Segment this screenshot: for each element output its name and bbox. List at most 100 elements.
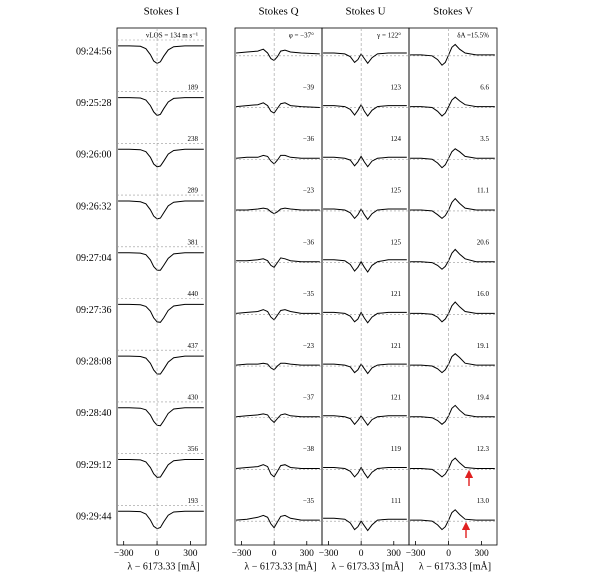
annotation: −35 [303,497,314,505]
x-tick-label: 0 [359,549,364,559]
annotation: 121 [391,342,402,350]
profile-line [323,103,407,117]
annotation: 6.6 [480,83,489,91]
time-label: 09:27:36 [76,305,112,316]
profile-line [118,355,204,375]
x-tick-label: 0 [155,549,160,559]
annotation: 111 [391,497,401,505]
x-tick-label: 0 [446,549,451,559]
annotation: δA =15.5% [457,32,489,40]
profile-line [323,363,407,375]
annotation: 125 [391,187,402,195]
annotation: 356 [188,445,199,453]
x-tick-label: 0 [272,549,277,559]
panel-frame [116,27,207,546]
x-tick-label: 300 [300,549,315,559]
x-tick-label: 300 [474,549,489,559]
annotation: 11.1 [477,187,489,195]
time-label: 09:26:00 [76,150,112,161]
annotation: 19.4 [477,394,490,402]
profile-line [236,413,320,424]
annotation: −35 [303,290,314,298]
annotation: 121 [391,394,402,402]
annotation: 3.5 [480,135,489,143]
annotation: φ = −37° [289,32,314,40]
annotation: 238 [188,135,199,143]
x-tick-label: 300 [183,549,198,559]
annotation: γ = 122° [376,32,401,40]
annotation: 440 [188,290,199,298]
profile-line [323,311,407,324]
column-title: Stokes I [144,6,180,18]
annotation: vLOS = 134 m s⁻¹ [146,32,198,40]
annotation: 125 [391,238,402,246]
annotation: 13.0 [477,497,490,505]
profile-line [118,200,204,220]
annotation: 381 [188,238,199,246]
time-label: 09:25:28 [76,98,112,109]
profile-line [236,154,320,165]
x-axis-label: λ − 6173.33 [mÅ] [419,560,491,572]
profile-line [118,252,204,271]
column-title: Stokes Q [258,6,298,18]
profile-line [410,96,495,117]
annotation: 19.1 [477,342,490,350]
profile-line [323,52,407,65]
annotation: 189 [188,83,199,91]
annotation: 437 [188,342,199,350]
annotation: −38 [303,445,314,453]
profile-line [410,301,495,323]
profile-line [118,407,204,427]
profile-line [410,148,495,169]
x-axis-label: λ − 6173.33 [mÅ] [331,560,403,572]
profile-line [410,43,495,66]
x-tick-label: −300 [406,549,426,559]
annotation: −37 [303,394,314,402]
profile-line [118,45,204,64]
time-label: 09:29:12 [76,460,112,471]
profile-line [410,404,495,425]
annotation: 119 [391,445,402,453]
x-tick-label: −300 [319,549,339,559]
profile-line [118,303,204,323]
profile-line [236,48,320,62]
x-tick-label: 300 [387,549,402,559]
profile-line [236,102,320,114]
profile-line [323,414,407,427]
annotation: −23 [303,342,314,350]
annotation: 16.0 [477,290,490,298]
profile-line [410,509,495,531]
profile-line [323,207,407,221]
profile-line [323,466,407,479]
time-label: 09:29:44 [76,512,112,523]
time-label: 09:24:56 [76,46,112,57]
profile-line [323,517,407,532]
annotation: 20.6 [477,238,490,246]
profile-line [236,514,320,529]
x-axis-label: λ − 6173.33 [mÅ] [127,560,199,572]
profile-line [236,309,320,321]
x-tick-label: −300 [232,549,252,559]
profile-line [410,353,495,374]
annotation: 123 [391,83,402,91]
annotation: −36 [303,135,314,143]
profile-line [236,362,320,371]
annotation: 193 [188,497,199,505]
time-label: 09:27:04 [76,253,112,264]
time-label: 09:28:40 [76,408,112,419]
annotation: −23 [303,187,314,195]
annotation: −36 [303,238,314,246]
profile-line [118,510,204,530]
panel-frame [408,27,498,546]
time-label: 09:26:32 [76,201,112,212]
profile-line [118,97,204,117]
profile-line [410,197,495,220]
x-tick-label: −300 [114,549,134,559]
profile-line [118,148,204,168]
profile-line [236,257,320,268]
annotation: 430 [188,394,199,402]
profile-line [410,457,495,478]
annotation: 124 [391,135,402,143]
column-title: Stokes V [433,6,473,18]
